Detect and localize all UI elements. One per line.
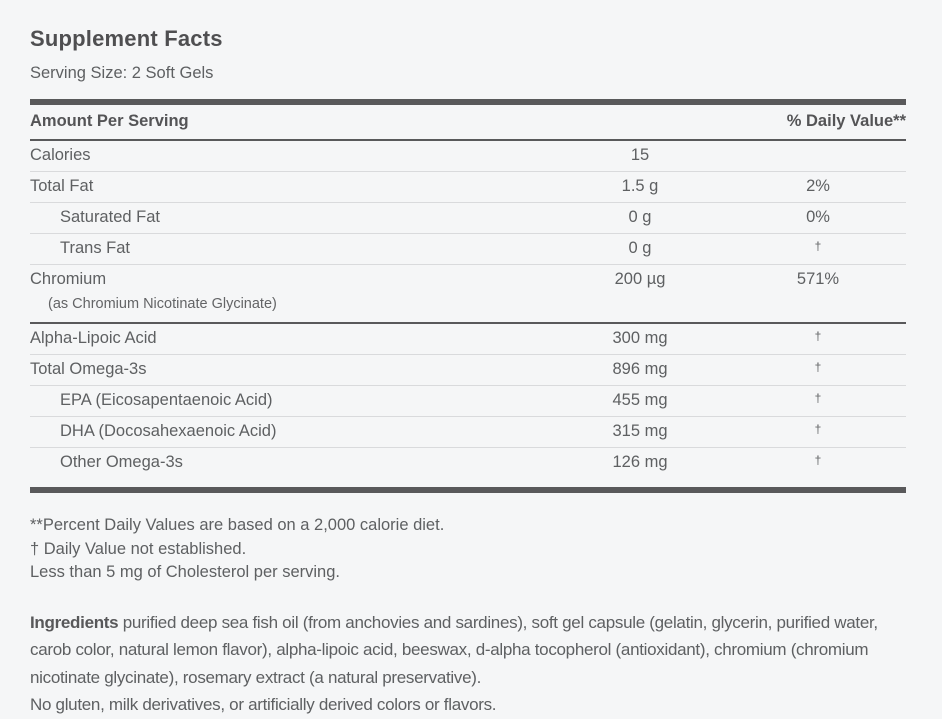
- nutrient-daily-value: †: [814, 239, 822, 253]
- nutrient-name: Calories: [30, 146, 91, 164]
- nutrient-name: Other Omega-3s: [60, 453, 183, 471]
- panel-title: Supplement Facts: [30, 26, 223, 51]
- nutrient-amount: 0 g: [628, 239, 652, 257]
- ingredients-text: purified deep sea fish oil (from anchovi…: [30, 612, 878, 687]
- ingredients-sentence: Ingredients purified deep sea fish oil (…: [30, 609, 896, 692]
- nutrient-daily-value: 571%: [796, 270, 840, 288]
- table-row: Total Fat 1.5 g 2%: [30, 171, 906, 202]
- ingredients-claims: No gluten, milk derivatives, or artifici…: [30, 695, 497, 714]
- nutrient-name-cell: Saturated Fat: [30, 208, 550, 227]
- nutrient-amount: 126 mg: [612, 453, 668, 471]
- divider-thick-bottom: [30, 487, 906, 493]
- nutrient-name: Total Fat: [30, 177, 94, 195]
- nutrient-name: Alpha-Lipoic Acid: [30, 329, 157, 347]
- serving-size: Serving Size: 2 Soft Gels: [30, 64, 214, 82]
- table-row: EPA (Eicosapentaenoic Acid) 455 mg †: [30, 385, 906, 416]
- nutrient-name-cell: EPA (Eicosapentaenoic Acid): [30, 391, 550, 410]
- nutrient-amount: 200 µg: [614, 270, 666, 288]
- table-row: Other Omega-3s 126 mg †: [30, 447, 906, 478]
- table-row: Chromium (as Chromium Nicotinate Glycina…: [30, 264, 906, 322]
- table-row: DHA (Docosahexaenoic Acid) 315 mg †: [30, 416, 906, 447]
- nutrient-amount: 896 mg: [612, 360, 668, 378]
- nutrient-amount: 455 mg: [612, 391, 668, 409]
- nutrient-daily-value: †: [814, 391, 822, 405]
- nutrient-daily-value: 2%: [806, 177, 830, 195]
- nutrient-daily-value: †: [814, 360, 822, 374]
- table-header-row: Amount Per Serving % Daily Value**: [30, 105, 906, 141]
- nutrient-source: (as Chromium Nicotinate Glycinate): [48, 296, 277, 312]
- nutrient-name-cell: Chromium (as Chromium Nicotinate Glycina…: [30, 270, 550, 314]
- table-row: Calories 15: [30, 141, 906, 171]
- ingredients-paragraph: Ingredients purified deep sea fish oil (…: [30, 609, 896, 719]
- table-body: Calories 15 Total Fat 1.5 g 2% Saturated…: [30, 141, 906, 478]
- table-row: Trans Fat 0 g †: [30, 233, 906, 264]
- nutrient-name: DHA (Docosahexaenoic Acid): [60, 422, 277, 440]
- table-row: Saturated Fat 0 g 0%: [30, 202, 906, 233]
- nutrient-name-cell: DHA (Docosahexaenoic Acid): [30, 422, 550, 441]
- nutrient-name: EPA (Eicosapentaenoic Acid): [60, 391, 273, 409]
- nutrient-name: Chromium: [30, 270, 107, 288]
- nutrient-name: Total Omega-3s: [30, 360, 147, 378]
- nutrient-daily-value: †: [814, 422, 822, 436]
- nutrient-daily-value: †: [814, 453, 822, 467]
- nutrient-amount: 15: [630, 146, 650, 164]
- nutrient-name-cell: Other Omega-3s: [30, 453, 550, 472]
- nutrient-name-cell: Trans Fat: [30, 239, 550, 258]
- amount-per-serving-header: Amount Per Serving: [30, 112, 189, 130]
- footnote-percent-daily-values: **Percent Daily Values are based on a 2,…: [30, 516, 445, 534]
- nutrient-amount: 300 mg: [612, 329, 668, 347]
- nutrient-name: Trans Fat: [60, 239, 130, 257]
- nutrient-name: Saturated Fat: [60, 208, 160, 226]
- table-row: Total Omega-3s 896 mg †: [30, 354, 906, 385]
- table-row: Alpha-Lipoic Acid 300 mg †: [30, 322, 906, 354]
- nutrient-amount: 0 g: [628, 208, 652, 226]
- nutrient-amount: 315 mg: [612, 422, 668, 440]
- nutrient-name-cell: Calories: [30, 146, 550, 165]
- footnotes-block: **Percent Daily Values are based on a 2,…: [30, 514, 906, 585]
- footnote-daily-value-not-established: † Daily Value not established.: [30, 539, 247, 558]
- nutrient-daily-value: 0%: [806, 208, 830, 226]
- divider-thick-top: [30, 99, 906, 105]
- nutrient-name-cell: Alpha-Lipoic Acid: [30, 329, 550, 348]
- nutrient-name-cell: Total Omega-3s: [30, 360, 550, 379]
- footnote-cholesterol: Less than 5 mg of Cholesterol per servin…: [30, 563, 340, 581]
- ingredients-label: Ingredients: [30, 612, 119, 632]
- nutrient-amount: 1.5 g: [621, 177, 659, 195]
- nutrient-name-cell: Total Fat: [30, 177, 550, 196]
- nutrient-daily-value: †: [814, 329, 822, 343]
- daily-value-header: % Daily Value**: [786, 112, 906, 130]
